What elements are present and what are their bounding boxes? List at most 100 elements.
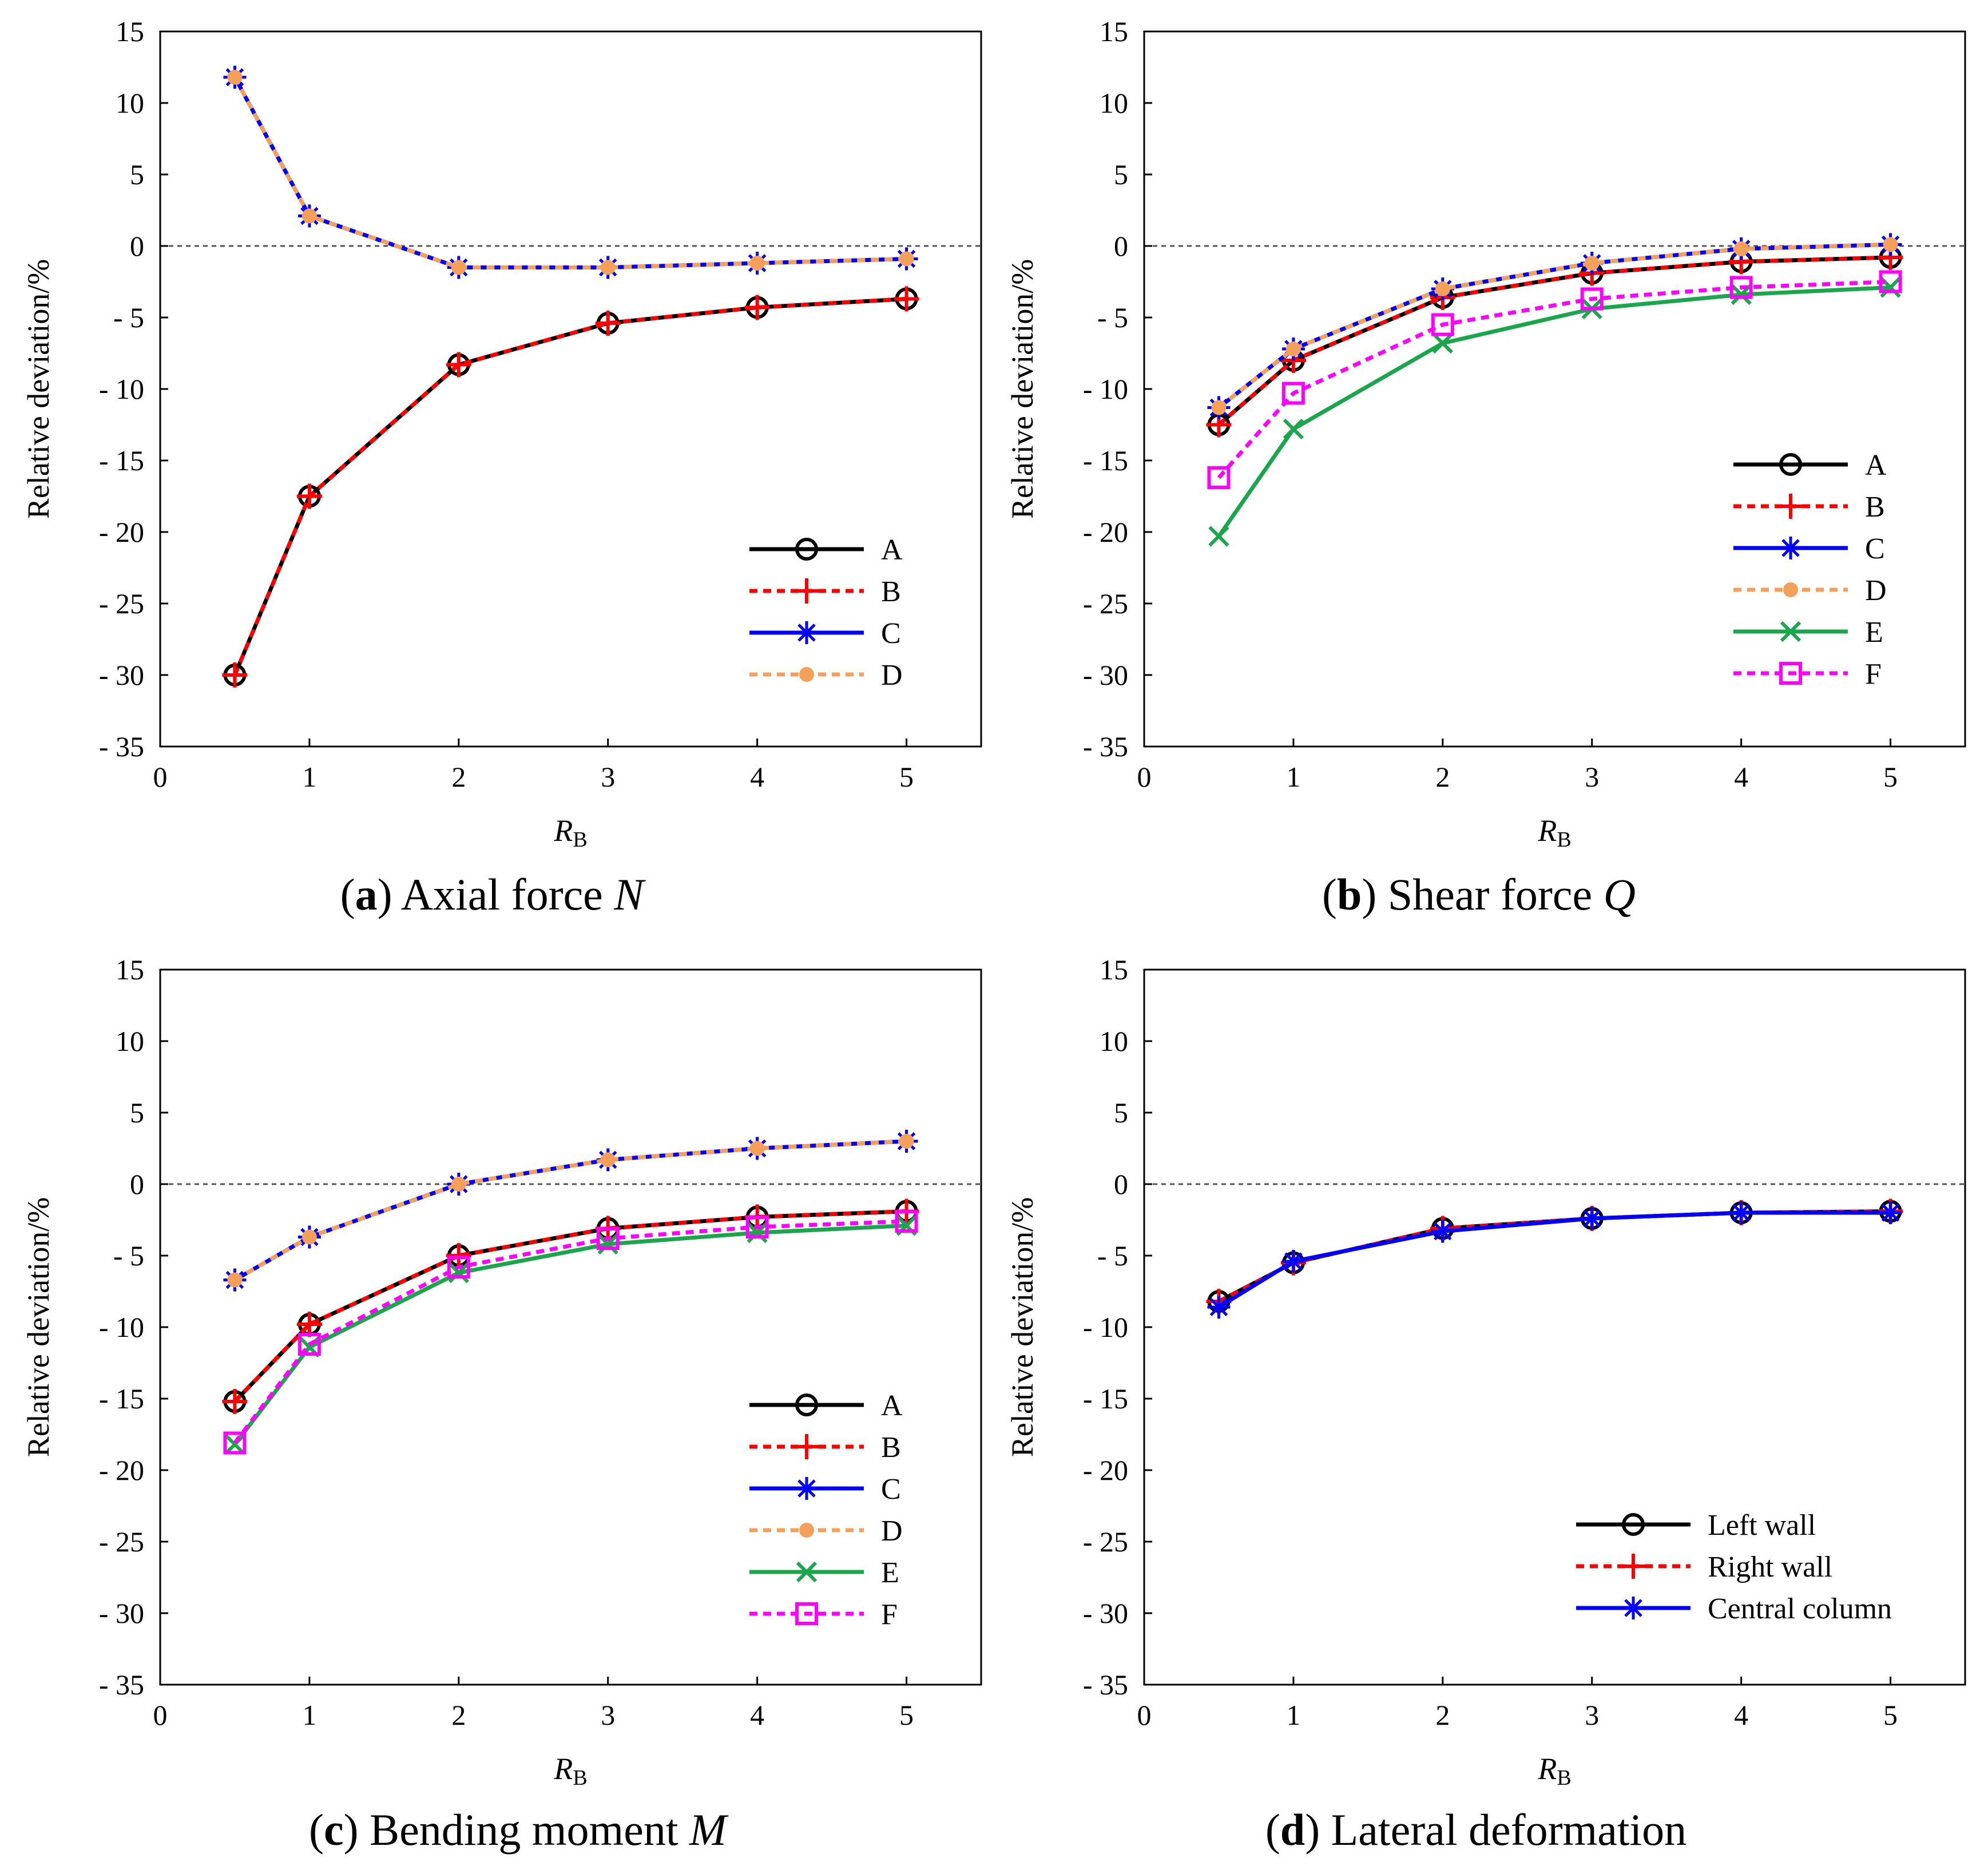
x-tick-label: 0	[1137, 761, 1152, 793]
panel-caption: (c) Bending moment M	[309, 1805, 729, 1855]
data-point	[451, 1177, 466, 1192]
y-tick-label: - 30	[1083, 1597, 1128, 1629]
series-line	[233, 1224, 907, 1446]
y-tick-label: 15	[116, 15, 144, 47]
y-tick-label: - 30	[99, 659, 144, 691]
data-point	[1729, 276, 1753, 299]
series-line	[233, 1209, 907, 1403]
y-axis-label: Relative deviation/%	[21, 259, 55, 519]
legend-label: Left wall	[1708, 1509, 1816, 1542]
legend-marker	[1780, 621, 1801, 642]
y-tick-label: - 20	[99, 516, 144, 548]
y-tick-label: - 10	[99, 1311, 144, 1343]
data-point	[749, 1141, 765, 1156]
data-point	[895, 1210, 918, 1233]
series-line	[1217, 243, 1891, 410]
data-point	[1733, 241, 1749, 256]
legend-marker	[1621, 1554, 1646, 1579]
y-tick-label: - 5	[113, 301, 144, 334]
plot-frame	[1143, 968, 1966, 1686]
legend-label: C	[1865, 533, 1885, 565]
data-point	[296, 1312, 322, 1337]
legend-marker	[794, 1434, 819, 1459]
series-d	[227, 70, 914, 275]
y-tick-label: - 25	[99, 587, 144, 620]
legend-marker	[795, 538, 818, 561]
y-tick-label: - 5	[1097, 301, 1128, 334]
data-point	[1281, 382, 1305, 405]
series-line	[233, 1219, 907, 1444]
series-f	[223, 1210, 918, 1455]
y-tick-label: - 15	[99, 444, 144, 477]
legend-marker	[799, 667, 814, 682]
x-tick-label: 2	[1435, 1699, 1450, 1731]
y-tick-label: 0	[130, 230, 144, 262]
y-tick-label: 15	[116, 954, 144, 986]
series-central-column	[1207, 1201, 1902, 1319]
legend-marker	[795, 1477, 818, 1500]
data-point	[1207, 1296, 1231, 1319]
series-line	[1217, 280, 1891, 479]
y-tick-label: - 10	[99, 373, 144, 405]
x-tick-label: 0	[1137, 1699, 1152, 1731]
y-tick-label: - 10	[1083, 373, 1128, 405]
data-point	[1435, 281, 1450, 296]
y-axis-label: Relative deviation/%	[21, 1197, 55, 1457]
y-tick-label: - 25	[1083, 587, 1128, 620]
data-point	[1580, 1207, 1604, 1230]
data-point	[1208, 526, 1229, 547]
x-axis-label: RB	[1537, 1752, 1571, 1790]
chart-panel-a: 15 10 5 0 - 5 - 10 - 15 - 20 - 25 - 30 - 35 0 1 2 3 4 5 R…	[21, 15, 982, 919]
plot-frame	[1143, 30, 1966, 748]
y-tick-label: 0	[1114, 230, 1128, 262]
legend-marker	[795, 1602, 818, 1625]
x-tick-label: 4	[750, 761, 764, 793]
data-point	[448, 1262, 469, 1284]
legend-label: F	[881, 1598, 898, 1631]
data-point	[747, 1222, 768, 1244]
x-tick-label: 1	[302, 761, 316, 793]
x-tick-label: 5	[1883, 1699, 1898, 1731]
y-tick-label: 10	[116, 1025, 144, 1057]
legend-marker	[795, 621, 818, 644]
data-point	[899, 251, 914, 267]
legend-label: Central column	[1708, 1593, 1892, 1625]
y-axis-label: Relative deviation/%	[1005, 259, 1039, 519]
data-point	[1432, 332, 1453, 354]
data-point	[227, 1272, 243, 1288]
y-tick-label: 10	[116, 87, 144, 119]
data-point	[301, 1229, 317, 1245]
plot-frame	[159, 30, 982, 748]
data-point	[600, 1152, 616, 1168]
x-tick-label: 3	[601, 1699, 615, 1731]
series-line	[1217, 255, 1891, 427]
data-point	[296, 483, 322, 509]
legend-label: C	[881, 617, 901, 650]
panel-caption: (b) Shear force Q	[1322, 870, 1636, 919]
x-tick-label: 2	[451, 1699, 466, 1731]
data-point	[447, 1256, 470, 1279]
legend-label: B	[881, 575, 901, 608]
y-tick-label: - 20	[1083, 516, 1128, 548]
data-point	[1211, 400, 1227, 415]
x-tick-label: 1	[1286, 761, 1300, 793]
x-tick-label: 4	[1734, 1699, 1748, 1731]
data-point	[227, 70, 243, 85]
data-point	[297, 1333, 321, 1356]
legend-label: B	[881, 1431, 901, 1464]
x-tick-label: 3	[601, 761, 615, 793]
data-point	[451, 260, 466, 275]
x-tick-label: 3	[1585, 1699, 1599, 1731]
y-tick-label: - 15	[1083, 444, 1128, 477]
y-tick-label: 10	[1100, 87, 1128, 119]
series-line	[1217, 1210, 1891, 1309]
legend-marker	[1778, 494, 1803, 519]
y-tick-label: 5	[130, 158, 144, 190]
data-point	[1879, 270, 1902, 293]
series-line	[233, 297, 907, 676]
x-tick-label: 1	[1286, 1699, 1300, 1731]
series-line	[233, 76, 907, 269]
